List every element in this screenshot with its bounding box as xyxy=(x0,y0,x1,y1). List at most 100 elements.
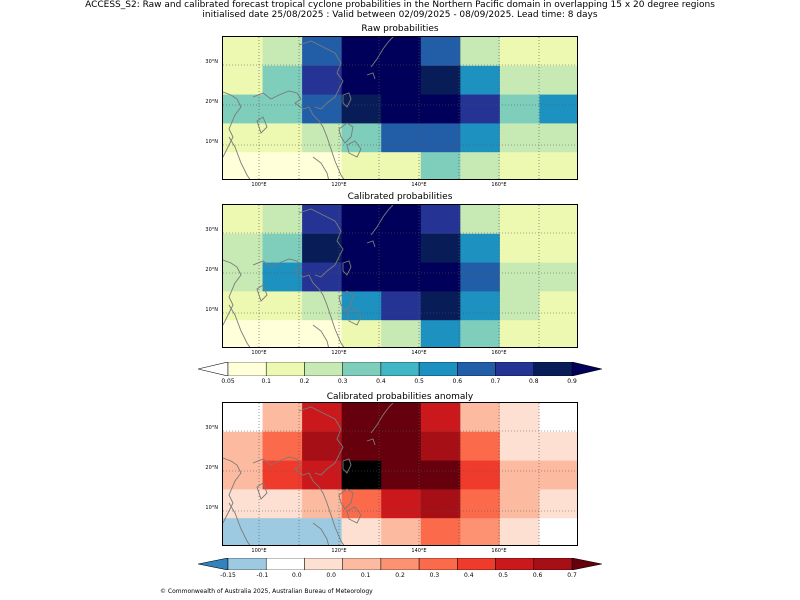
lat-label-20n: 20°N xyxy=(205,267,218,273)
colorbar-swatch xyxy=(495,558,535,570)
map-cell xyxy=(460,262,501,292)
map-cell xyxy=(223,233,264,264)
map-cell xyxy=(499,123,540,153)
map-cell xyxy=(223,262,264,292)
colorbar-swatch xyxy=(304,362,343,376)
colorbar-tick-label: 0.6 xyxy=(532,572,543,579)
map-cell xyxy=(381,431,422,462)
map-cell xyxy=(302,65,343,96)
coastline xyxy=(314,96,336,110)
map-cell xyxy=(460,65,501,96)
coastline xyxy=(256,482,268,500)
map-cell xyxy=(460,37,501,67)
map-cell xyxy=(341,403,382,433)
lat-label-20n: 20°N xyxy=(205,99,218,105)
probability-colorbar xyxy=(198,362,602,376)
lon-label-100e: 100°E xyxy=(251,182,267,188)
map-cell xyxy=(341,65,382,96)
map-cell xyxy=(302,94,343,124)
map-cell xyxy=(460,518,501,545)
coastline xyxy=(366,72,376,80)
map-cell xyxy=(302,205,343,235)
map-cell xyxy=(420,489,461,519)
colorbar-tick-label: 0.1 xyxy=(261,378,271,385)
colorbar-tick-label: 0.0 xyxy=(326,572,336,579)
map-cell xyxy=(420,94,461,124)
map-cell xyxy=(499,94,540,124)
map-cell xyxy=(420,460,461,490)
coastline xyxy=(346,506,362,524)
colorbar-tick-label: 0.8 xyxy=(528,378,539,385)
panel-title-raw: Raw probabilities xyxy=(361,24,439,34)
map-cell xyxy=(381,460,422,490)
colorbar-swatch xyxy=(533,558,573,570)
map-cell xyxy=(262,233,303,264)
coastline xyxy=(256,116,268,134)
colorbar-swatch xyxy=(227,558,267,570)
map-cell xyxy=(381,291,422,321)
map-cell xyxy=(420,37,461,67)
map-cell xyxy=(539,431,577,462)
map-cell xyxy=(499,65,540,96)
map-cell xyxy=(223,152,264,179)
map-cell xyxy=(539,152,577,179)
coastline xyxy=(252,90,345,179)
map-cell xyxy=(539,65,577,96)
colorbar-over-triangle xyxy=(571,362,602,376)
colorbar-tick-label: 0.9 xyxy=(567,378,577,385)
map-cell xyxy=(420,123,461,153)
map-cell xyxy=(381,65,422,96)
colorbar-over-triangle xyxy=(571,558,602,570)
colorbar-tick-label: 0.2 xyxy=(299,378,310,385)
map-cell xyxy=(262,152,303,179)
colorbar-tick-label: 0.4 xyxy=(464,572,474,579)
coastline xyxy=(312,156,329,179)
map-cell xyxy=(341,262,382,292)
map-cell xyxy=(381,205,422,235)
coastline xyxy=(298,208,344,266)
lat-label-10n: 10°N xyxy=(205,139,218,145)
map-cell xyxy=(460,205,501,235)
map-cell xyxy=(420,431,461,462)
map-raw-svg xyxy=(223,37,577,179)
map-cell xyxy=(223,460,264,490)
map-cell xyxy=(223,291,264,321)
map-cell xyxy=(341,233,382,264)
colorbar-tick-label: 0.7 xyxy=(490,378,501,385)
map-cell xyxy=(539,94,577,124)
map-cell xyxy=(302,262,343,292)
map-cell xyxy=(420,65,461,96)
lat-label-20n: 20°N xyxy=(205,465,218,471)
map-cell xyxy=(420,518,461,545)
map-cell xyxy=(460,94,501,124)
lon-label-160e: 160°E xyxy=(491,350,507,356)
map-cell xyxy=(262,460,303,490)
map-cell xyxy=(262,320,303,347)
map-cell xyxy=(262,262,303,292)
map-cell xyxy=(262,123,303,153)
coastline xyxy=(314,462,336,476)
coastline xyxy=(312,522,329,545)
colorbar-tick-label: 0.0 xyxy=(292,572,302,579)
colorbar-tick-label: 0.3 xyxy=(429,572,440,579)
lon-label-120e: 120°E xyxy=(331,548,347,554)
colorbar-tick-label: 0.1 xyxy=(360,572,371,579)
map-cell xyxy=(381,37,422,67)
map-cell xyxy=(341,123,382,153)
map-cell xyxy=(302,403,343,433)
coastline xyxy=(366,438,376,446)
map-cell xyxy=(341,518,382,545)
coastline xyxy=(228,502,251,545)
lon-label-160e: 160°E xyxy=(491,182,507,188)
map-cell xyxy=(539,205,577,235)
map-cell xyxy=(223,37,264,67)
map-cell xyxy=(302,37,343,67)
map-cell xyxy=(539,460,577,490)
map-cell xyxy=(223,403,264,433)
map-cell xyxy=(302,320,343,347)
colorbar-swatch xyxy=(457,362,496,376)
map-cell xyxy=(341,460,382,490)
map-cell xyxy=(499,403,540,433)
colorbar-tick-label: 0.5 xyxy=(498,572,508,579)
map-cell xyxy=(420,291,461,321)
